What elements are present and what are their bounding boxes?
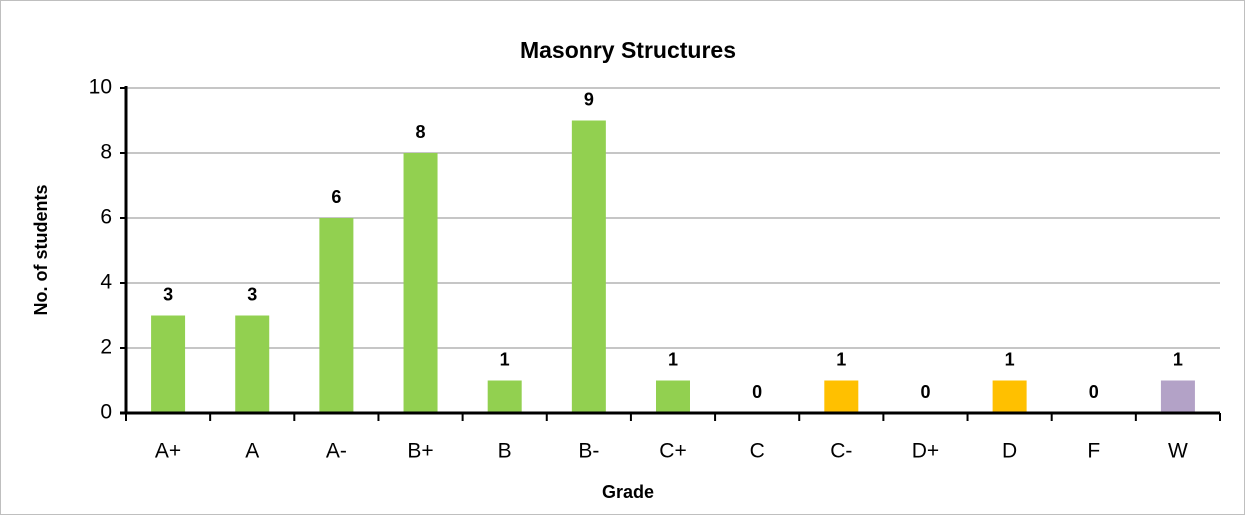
bar	[992, 380, 1027, 413]
bar	[487, 380, 522, 413]
x-tick-label: B	[498, 440, 512, 463]
bar	[571, 120, 606, 413]
x-tick-label: B+	[407, 440, 433, 463]
data-label: 6	[331, 187, 341, 207]
x-tick-label: C	[750, 440, 765, 463]
data-label: 3	[163, 284, 173, 304]
chart-title: Masonry Structures	[520, 37, 736, 63]
x-tick-label: F	[1087, 440, 1100, 463]
data-label: 8	[416, 122, 426, 142]
x-tick-label: D	[1002, 440, 1017, 463]
x-tick-label: A	[245, 440, 259, 463]
data-label: 9	[584, 89, 594, 109]
data-label: 1	[1173, 349, 1183, 369]
data-label: 1	[668, 349, 678, 369]
x-tick-label: C+	[659, 440, 686, 463]
bar	[656, 380, 690, 413]
x-tick-label: A+	[155, 440, 181, 463]
x-tick-label: D+	[912, 440, 939, 463]
bar	[235, 315, 270, 413]
x-tick-label: B-	[578, 440, 599, 463]
bar	[824, 380, 859, 413]
bar	[319, 218, 354, 413]
y-tick-label: 6	[100, 206, 112, 229]
y-axis-label: No. of students	[31, 185, 51, 316]
data-label: 0	[1089, 382, 1099, 402]
x-tick-label: C-	[830, 440, 852, 463]
y-tick-label: 8	[100, 141, 112, 164]
bar	[1160, 380, 1195, 413]
data-label: 1	[1005, 349, 1015, 369]
x-axis-label: Grade	[602, 482, 654, 502]
x-tick-label: W	[1168, 440, 1188, 463]
data-label: 1	[836, 349, 846, 369]
data-label: 1	[500, 349, 510, 369]
data-label: 0	[920, 382, 930, 402]
y-tick-label: 2	[100, 336, 112, 359]
data-label: 0	[752, 382, 762, 402]
data-label: 3	[247, 284, 257, 304]
y-tick-label: 10	[89, 76, 112, 99]
bar	[151, 315, 186, 413]
y-tick-label: 4	[100, 271, 112, 294]
bar	[403, 153, 438, 413]
x-tick-label: A-	[326, 440, 347, 463]
y-tick-label: 0	[100, 401, 112, 424]
